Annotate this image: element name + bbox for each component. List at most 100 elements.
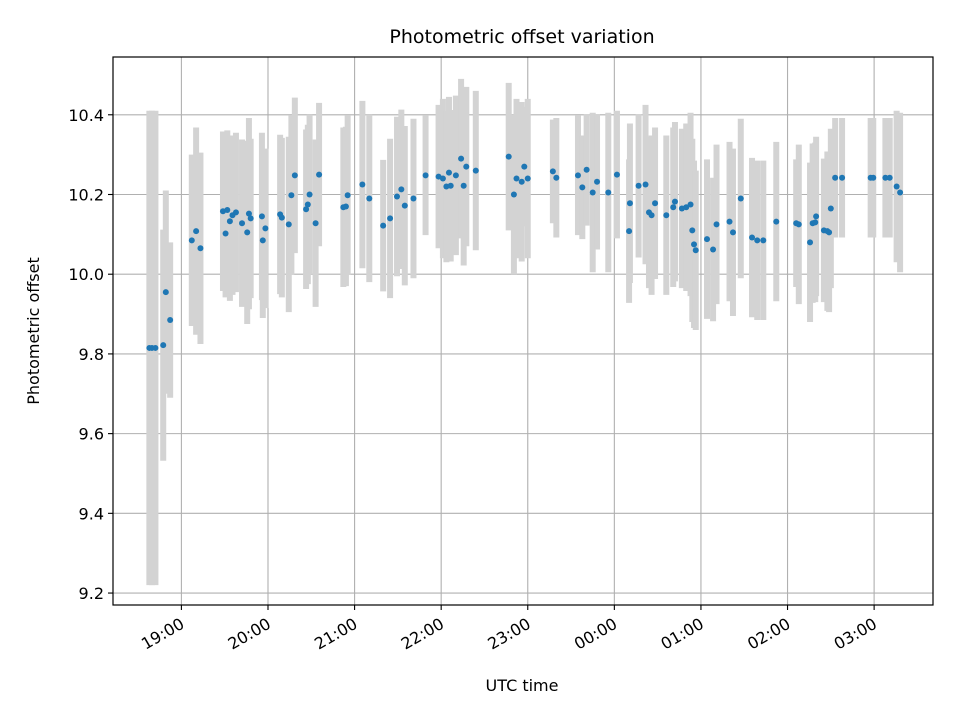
- data-point: [398, 186, 405, 193]
- data-point: [239, 220, 246, 227]
- data-point: [687, 201, 694, 208]
- data-point: [626, 228, 633, 235]
- data-point: [259, 237, 266, 244]
- data-point: [160, 342, 167, 349]
- data-point: [513, 175, 520, 182]
- data-point: [291, 172, 298, 179]
- y-tick-label: 10.0: [68, 265, 104, 284]
- data-point: [689, 227, 696, 234]
- data-point: [460, 182, 467, 189]
- data-points: [146, 153, 904, 351]
- data-point: [359, 181, 366, 188]
- data-point: [380, 222, 387, 229]
- data-point: [524, 175, 531, 182]
- data-point: [258, 213, 265, 220]
- y-axis-ticks: 9.2 9.4 9.6 9.8 10.0 10.2 10.4: [68, 106, 113, 603]
- data-point: [635, 182, 642, 189]
- data-point: [613, 171, 620, 178]
- data-point: [760, 237, 767, 244]
- data-point: [445, 169, 452, 176]
- y-axis-label: Photometric offset: [24, 257, 43, 405]
- data-point: [813, 213, 820, 220]
- data-point: [807, 239, 814, 246]
- data-point: [344, 192, 351, 199]
- data-point: [463, 163, 470, 170]
- data-point: [366, 195, 373, 202]
- data-point: [553, 174, 560, 181]
- data-point: [458, 155, 465, 162]
- data-point: [626, 200, 633, 207]
- data-point: [574, 172, 581, 179]
- data-point: [726, 218, 733, 225]
- data-point: [583, 166, 590, 173]
- data-point: [704, 236, 711, 243]
- data-point: [749, 234, 756, 241]
- data-point: [288, 192, 295, 199]
- data-point: [671, 198, 678, 205]
- data-point: [245, 210, 252, 217]
- y-tick-label: 10.4: [68, 106, 104, 125]
- y-tick-label: 9.8: [79, 345, 104, 364]
- data-point: [893, 183, 900, 190]
- data-point: [285, 221, 292, 228]
- data-point: [452, 172, 459, 179]
- data-point: [579, 184, 586, 191]
- y-tick-label: 9.4: [79, 504, 104, 523]
- data-point: [244, 229, 251, 236]
- data-point: [652, 200, 659, 207]
- data-point: [447, 182, 454, 189]
- data-point: [737, 195, 744, 202]
- data-point: [472, 167, 479, 174]
- data-point: [605, 189, 612, 196]
- data-point: [193, 228, 200, 235]
- data-point: [316, 171, 323, 178]
- data-point: [839, 174, 846, 181]
- data-point: [827, 205, 834, 212]
- data-point: [422, 172, 429, 179]
- data-point: [795, 221, 802, 228]
- data-point: [224, 207, 231, 214]
- data-point: [312, 220, 319, 227]
- data-point: [401, 202, 408, 209]
- data-point: [232, 209, 239, 216]
- data-point: [670, 204, 677, 211]
- data-point: [729, 229, 736, 236]
- data-point: [510, 191, 517, 198]
- y-tick-label: 10.2: [68, 185, 104, 204]
- data-point: [439, 175, 446, 182]
- data-point: [226, 218, 233, 225]
- data-point: [304, 201, 311, 208]
- data-point: [870, 174, 877, 181]
- data-point: [642, 181, 649, 188]
- data-point: [691, 241, 698, 248]
- data-point: [197, 245, 204, 252]
- data-point: [394, 193, 401, 200]
- plot-area-frame: [112, 56, 934, 606]
- data-point: [683, 204, 690, 211]
- data-point: [832, 174, 839, 181]
- data-point: [648, 212, 655, 219]
- x-axis-label: UTC time: [486, 676, 559, 695]
- chart-title: Photometric offset variation: [389, 26, 654, 48]
- data-point: [303, 206, 310, 213]
- data-point: [826, 229, 833, 236]
- data-point: [262, 225, 269, 232]
- data-point: [897, 189, 904, 196]
- data-point: [663, 212, 670, 219]
- data-point: [152, 344, 159, 351]
- data-point: [306, 191, 313, 198]
- data-point: [278, 214, 285, 221]
- y-tick-label: 9.6: [79, 425, 104, 444]
- data-point: [594, 178, 601, 185]
- data-point: [754, 237, 761, 244]
- data-point: [710, 246, 717, 253]
- data-point: [167, 317, 174, 324]
- data-point: [886, 174, 893, 181]
- data-point: [518, 178, 525, 185]
- data-point: [692, 247, 699, 254]
- data-point: [812, 219, 819, 226]
- data-point: [549, 168, 556, 175]
- data-point: [342, 203, 349, 210]
